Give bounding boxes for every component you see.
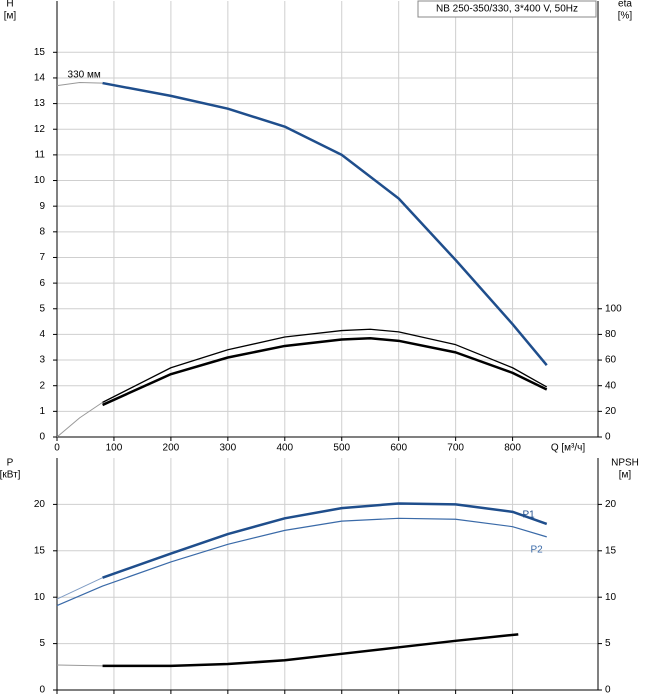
curve-label: 330 мм [68,70,101,81]
y2-axis-unit: [%] [618,11,633,22]
x-tick-label: 300 [219,443,236,454]
y-tick-label: 10 [34,175,46,186]
y-axis-label: P [7,458,14,469]
y-tick-label: 4 [39,329,45,340]
curve [102,633,519,668]
y2-tick-label: 0 [605,432,611,443]
x-tick-label: 100 [106,443,123,454]
y-axis-unit: [кВт] [0,470,21,481]
y-tick-label: 0 [39,685,45,696]
y2-axis-label: NPSH [611,458,639,469]
y-tick-label: 14 [34,73,46,84]
x-tick-label: 0 [54,443,60,454]
plot-area [57,458,598,690]
y2-tick-label: 20 [605,406,617,417]
y2-tick-label: 80 [605,329,617,340]
y-tick-label: 15 [34,47,46,58]
y-tick-label: 8 [39,226,45,237]
y2-tick-label: 40 [605,380,617,391]
y-tick-label: 2 [39,380,45,391]
y-tick-label: 12 [34,124,46,135]
curve [56,577,103,600]
x-tick-label: 600 [390,443,407,454]
y2-axis-unit: [м] [619,470,632,481]
y-tick-label: 10 [34,592,46,603]
x-tick-label: 800 [504,443,521,454]
curve-label: P2 [531,545,544,556]
y2-tick-label: 10 [605,592,617,603]
y2-tick-label: 5 [605,638,611,649]
y2-axis-label: eta [618,0,632,10]
y-tick-label: 9 [39,201,45,212]
x-tick-label: 500 [333,443,350,454]
y-axis-unit: [м] [4,11,17,22]
y2-tick-label: 0 [605,685,611,696]
y-tick-label: 0 [39,432,45,443]
x-tick-label: 400 [276,443,293,454]
curve [102,502,548,579]
y-tick-label: 15 [34,545,46,556]
y-tick-label: 11 [35,150,46,161]
curve [56,401,103,438]
y2-tick-label: 60 [605,355,617,366]
curve [102,328,548,403]
y-tick-label: 5 [39,303,45,314]
x-tick-label: 700 [447,443,464,454]
y-tick-label: 7 [39,252,45,263]
y-tick-label: 6 [39,278,45,289]
info-box [417,0,597,18]
curve [56,664,103,667]
y-tick-label: 3 [39,355,45,366]
x-tick-label: 200 [163,443,180,454]
y2-tick-label: 20 [605,499,617,510]
curve-label: P1 [523,510,536,521]
info-box-text: NB 250-350/330, 3*400 V, 50Hz [436,4,578,15]
curve [102,81,548,366]
y-tick-label: 5 [39,638,45,649]
y-tick-label: 13 [34,98,46,109]
curve [102,337,548,407]
y-tick-label: 1 [39,406,45,417]
y-tick-label: 20 [34,499,46,510]
plot-area [57,1,598,437]
x-axis-label: Q [м³/ч] [551,443,586,454]
y2-tick-label: 15 [605,545,617,556]
curve [56,82,103,87]
y-axis-label: H [6,0,13,10]
y2-tick-label: 100 [605,303,622,314]
curve [56,517,547,607]
